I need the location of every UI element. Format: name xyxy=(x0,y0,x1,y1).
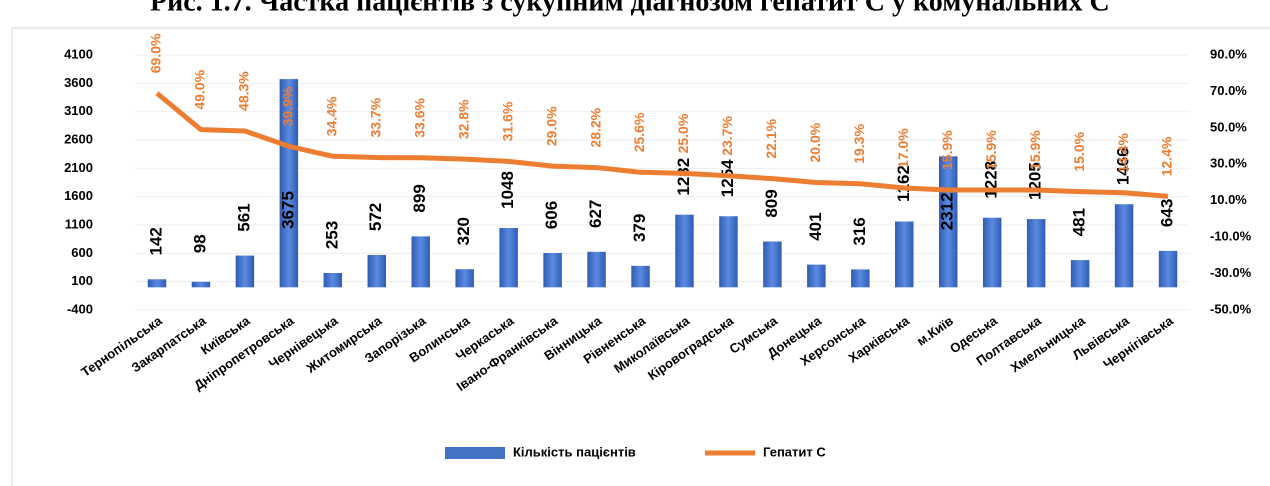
line-value-label: 28.2% xyxy=(587,107,603,147)
bar-value-label: 606 xyxy=(542,201,561,229)
line-value-label: 15.0% xyxy=(1071,131,1087,171)
line-value-label: 22.1% xyxy=(763,118,779,158)
bar-value-label: 627 xyxy=(586,200,605,228)
bar xyxy=(1158,250,1178,288)
line-value-label: 31.6% xyxy=(499,101,515,141)
line-value-label: 19.3% xyxy=(851,124,867,164)
bar-value-label: 809 xyxy=(762,189,781,217)
line-value-label: 69.0% xyxy=(148,33,164,73)
line-value-label: 29.0% xyxy=(543,106,559,146)
y2-tick-label: 30.0% xyxy=(1210,156,1247,171)
bar xyxy=(411,236,430,288)
bar xyxy=(1026,219,1046,288)
line xyxy=(155,91,1169,199)
y-tick-label: -400 xyxy=(67,301,93,316)
bar xyxy=(631,265,650,288)
bar xyxy=(499,227,518,288)
line-value-label: 33.6% xyxy=(411,97,427,137)
bar xyxy=(147,279,167,288)
x-tick-label: Закарпатська xyxy=(129,313,210,376)
bar xyxy=(455,269,474,288)
line-value-label: 23.7% xyxy=(719,116,735,156)
legend-swatch xyxy=(445,447,505,459)
bar-value-label: 561 xyxy=(234,203,253,231)
bar xyxy=(763,241,782,288)
y-tick-label: 1100 xyxy=(65,216,93,231)
line-value-label: 15.9% xyxy=(1027,130,1043,170)
bar-value-label: 572 xyxy=(366,203,385,231)
line-value-label: 39.9% xyxy=(280,86,296,126)
bar-value-label: 253 xyxy=(322,221,341,249)
legend-label: Гепатит С xyxy=(763,444,826,459)
bar xyxy=(235,255,255,288)
y-tick-label: 2600 xyxy=(64,131,93,146)
bar-value-label: 2312 xyxy=(938,192,957,230)
bar xyxy=(543,252,562,288)
bar xyxy=(191,281,211,288)
y2-tick-label: -10.0% xyxy=(1210,229,1252,244)
line-value-label: 17.0% xyxy=(895,128,911,168)
bar xyxy=(279,79,299,288)
bar xyxy=(367,254,387,288)
bar-value-label: 899 xyxy=(410,184,429,212)
y2-tick-label: 90.0% xyxy=(1210,46,1247,61)
legend-label: Кількість пацієнтів xyxy=(513,444,636,459)
bar xyxy=(719,216,738,288)
line-value-label: 32.8% xyxy=(455,99,471,139)
bar-value-label: 1162 xyxy=(894,165,913,202)
line-value-label: 20.0% xyxy=(807,122,823,162)
bar xyxy=(1114,204,1134,288)
bar xyxy=(982,217,1002,288)
bar-value-label: 98 xyxy=(190,234,209,253)
bar-value-label: 481 xyxy=(1070,208,1089,236)
y-tick-label: 100 xyxy=(71,273,93,288)
y2-tick-label: 10.0% xyxy=(1210,192,1247,207)
line-value-label: 49.0% xyxy=(192,69,208,109)
chart-frame xyxy=(11,27,1270,486)
chart-title: Рис. 1.7. Частка пацієнтів з сукупним ді… xyxy=(150,0,1110,17)
bar-value-label: 1282 xyxy=(674,158,693,196)
y-tick-label: 1600 xyxy=(64,188,93,203)
line-value-label: 12.4% xyxy=(1159,136,1175,176)
line-value-label: 15.9% xyxy=(939,130,955,170)
line-value-label: 14.4% xyxy=(1115,132,1131,172)
y-tick-label: 2100 xyxy=(64,160,93,175)
bar xyxy=(895,221,914,288)
bar xyxy=(851,269,870,288)
y2-tick-label: 70.0% xyxy=(1210,83,1247,98)
bar-value-label: 401 xyxy=(806,212,825,240)
bar-value-label: 3675 xyxy=(278,191,297,229)
x-tick-label: Житомирська xyxy=(303,313,385,377)
bar-value-label: 1048 xyxy=(498,171,517,209)
bar xyxy=(587,251,606,288)
bar-value-label: 142 xyxy=(146,227,165,255)
y-tick-label: 3100 xyxy=(64,103,93,118)
bar xyxy=(323,272,343,288)
bar-value-label: 1466 xyxy=(1114,147,1133,185)
y2-tick-label: -30.0% xyxy=(1210,265,1252,280)
bar-value-label: 379 xyxy=(630,214,649,242)
x-tick-label: Хмельницька xyxy=(1008,313,1089,376)
bar-value-label: 643 xyxy=(1158,199,1177,227)
y2-tick-label: 50.0% xyxy=(1210,119,1247,134)
line-value-label: 48.3% xyxy=(236,71,252,111)
line-value-label: 25.0% xyxy=(675,113,691,153)
bar xyxy=(1070,260,1090,288)
y-tick-label: 3600 xyxy=(64,75,93,90)
bar xyxy=(675,214,694,288)
line-value-label: 25.6% xyxy=(631,112,647,152)
bar xyxy=(807,264,826,288)
bar-value-label: 316 xyxy=(850,217,869,245)
y-tick-label: 600 xyxy=(71,245,93,260)
line-value-label: 34.4% xyxy=(324,96,340,136)
line-value-label: 15.9% xyxy=(983,130,999,170)
y-tick-label: 4100 xyxy=(64,46,93,61)
line-value-label: 33.7% xyxy=(367,97,383,137)
y2-tick-label: -50.0% xyxy=(1210,301,1252,316)
bar-value-label: 320 xyxy=(454,217,473,245)
